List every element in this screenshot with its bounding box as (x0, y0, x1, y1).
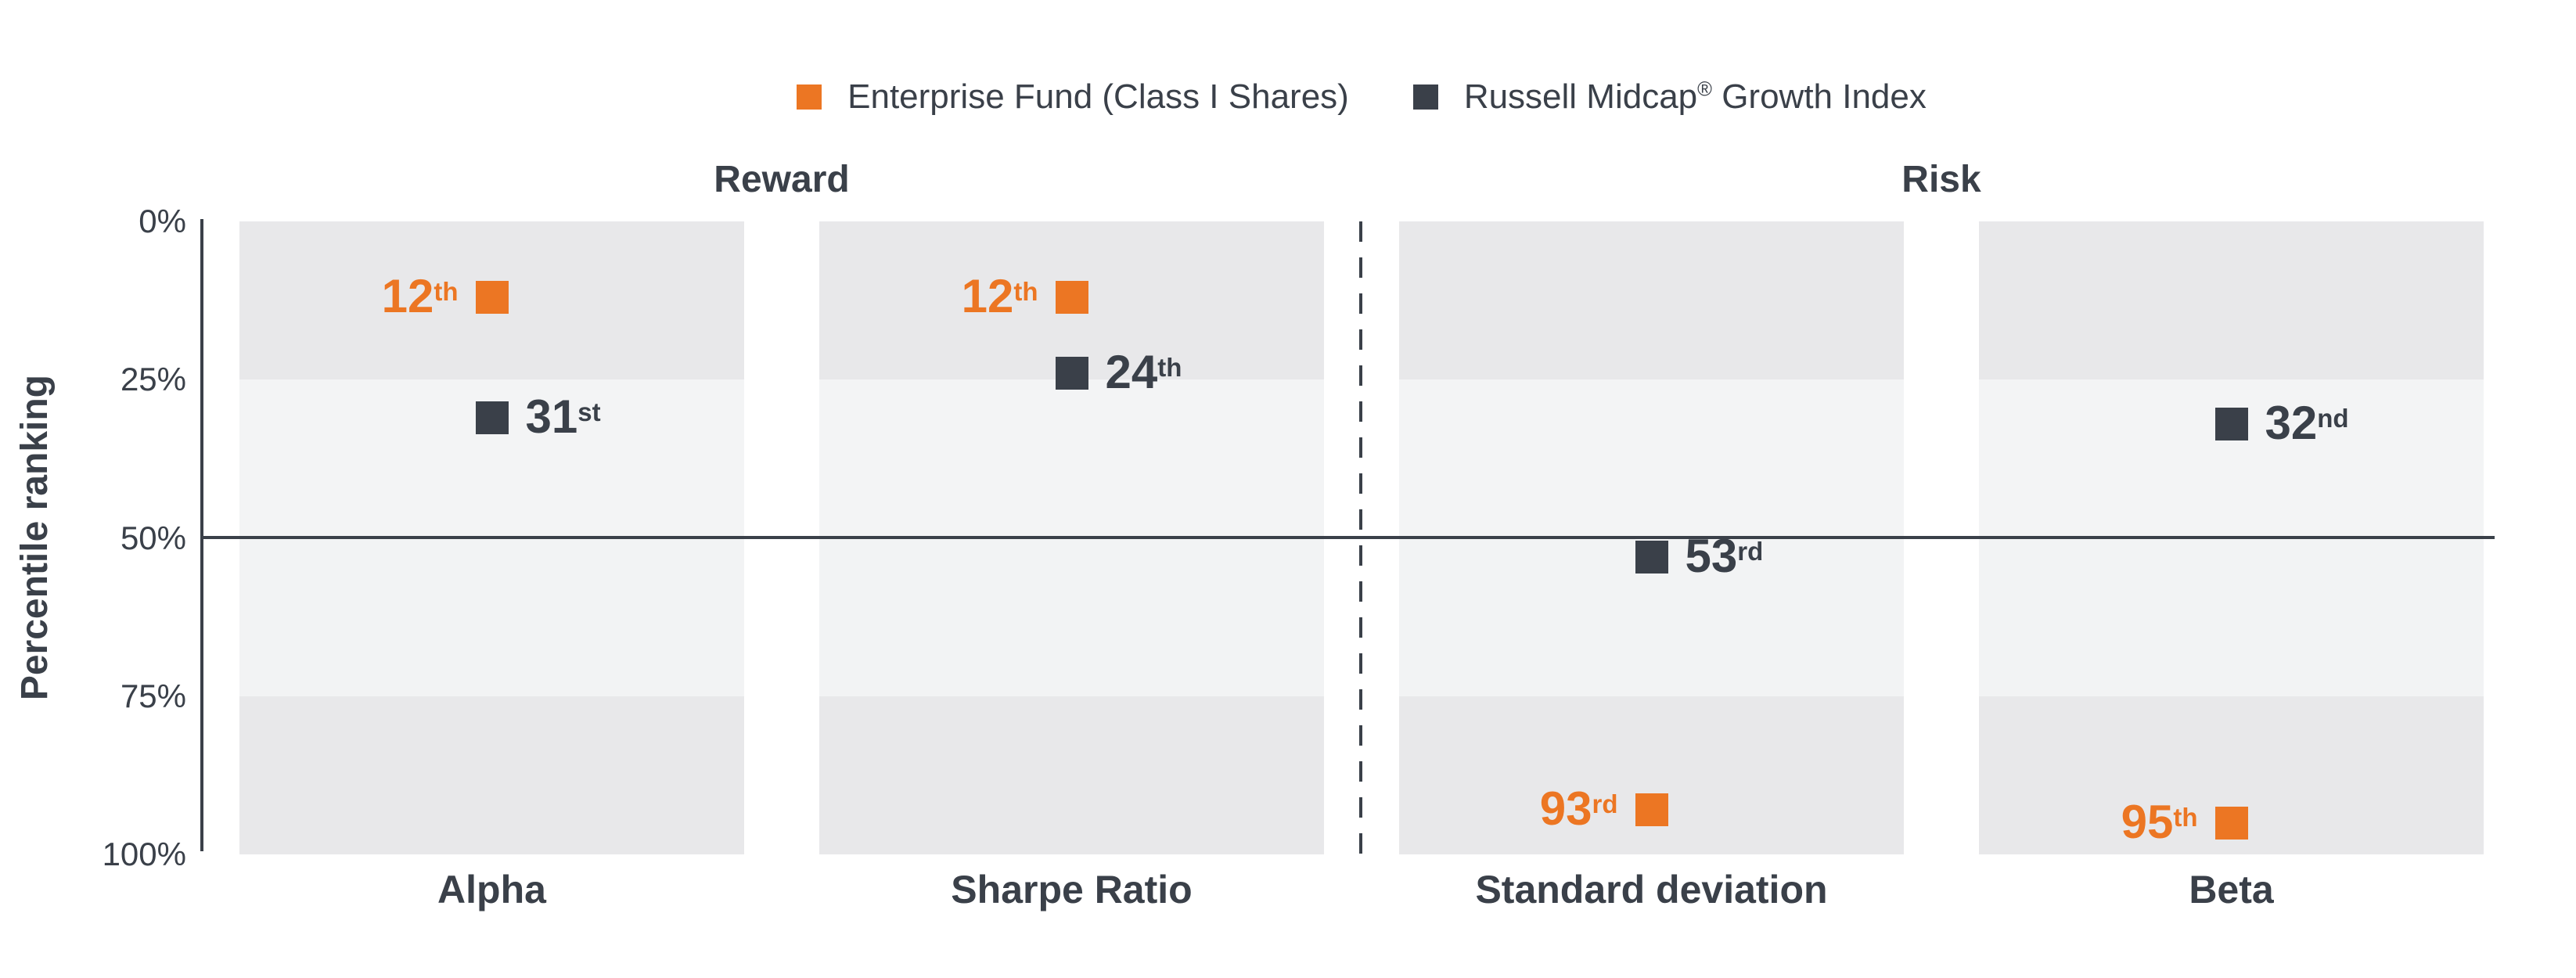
y-tick-25: 25% (120, 361, 186, 398)
percentile-number: 93 (1539, 782, 1592, 836)
enterprise-fund-marker-alpha (475, 281, 509, 315)
enterprise-fund-swatch-icon (797, 84, 822, 110)
band-75-100 (1399, 696, 1904, 854)
enterprise-fund-value-label-sharpe-ratio: 12th (239, 269, 1038, 322)
russell-index-marker-standard-deviation (1635, 540, 1668, 573)
band-50-75 (819, 538, 1324, 696)
ordinal-suffix: rd (1592, 789, 1618, 819)
russell-index-marker-beta (2214, 407, 2248, 440)
russell-index-marker-sharpe-ratio (1055, 357, 1088, 390)
band-0-25 (1979, 221, 2484, 380)
category-label-beta: Beta (2189, 868, 2274, 911)
panel-sharpe-ratio (819, 221, 1324, 854)
band-25-50 (1399, 379, 1904, 538)
percentile-number: 32 (2265, 396, 2318, 449)
enterprise-fund-value-label-alpha: 12th (239, 269, 459, 322)
ordinal-suffix: th (1013, 276, 1038, 306)
percentile-number: 53 (1685, 529, 1738, 582)
band-50-75 (239, 538, 744, 696)
russell-index-value-label-sharpe-ratio: 24th (1105, 345, 1182, 398)
section-header-reward: Reward (714, 159, 850, 200)
registered-trademark-symbol: ® (1697, 78, 1712, 101)
russell-index-value-label-beta: 32nd (2265, 396, 2349, 449)
ordinal-suffix: rd (1737, 536, 1764, 566)
section-header-risk: Risk (1901, 159, 1981, 200)
ordinal-suffix: th (434, 276, 459, 306)
category-label-standard-deviation: Standard deviation (1475, 868, 1828, 911)
band-25-50 (819, 379, 1324, 538)
enterprise-fund-marker-sharpe-ratio (1055, 281, 1088, 315)
ordinal-suffix: th (1157, 352, 1182, 382)
band-75-100 (239, 696, 744, 854)
russell-index-marker-alpha (475, 401, 509, 434)
enterprise-fund-marker-standard-deviation (1635, 793, 1668, 827)
russell-index-value-label-standard-deviation: 53rd (1685, 529, 1764, 582)
percentile-number: 24 (1105, 345, 1158, 398)
enterprise-fund-value-label-beta: 95th (239, 798, 2198, 845)
y-tick-75: 75% (120, 677, 186, 714)
percentile-number: 12 (961, 269, 1014, 322)
y-axis-line (200, 219, 203, 851)
legend-item-enterprise-fund: Enterprise Fund (Class I Shares) (797, 78, 1349, 116)
reward-risk-divider (1359, 221, 1362, 854)
legend-item-russell-index: Russell Midcap® Growth Index (1412, 78, 1927, 116)
ordinal-suffix: th (2173, 802, 2198, 832)
legend-label-text: Growth Index (1711, 77, 1927, 116)
percentile-number: 31 (525, 390, 578, 443)
legend: Enterprise Fund (Class I Shares) Russell… (239, 78, 2484, 116)
panel-standard-deviation (1399, 221, 1904, 854)
category-label-alpha: Alpha (437, 868, 546, 911)
y-tick-0: 0% (139, 203, 186, 239)
percentile-number: 95 (2121, 795, 2174, 848)
legend-label-russell-index: Russell Midcap® Growth Index (1464, 78, 1927, 116)
legend-label-text: Russell Midcap (1463, 77, 1698, 116)
y-tick-100: 100% (102, 836, 186, 872)
percentile-number: 12 (381, 269, 434, 322)
ordinal-suffix: st (577, 397, 601, 426)
category-label-sharpe-ratio: Sharpe Ratio (951, 868, 1193, 911)
russell-index-swatch-icon (1412, 84, 1438, 110)
band-50-75 (1979, 538, 2484, 696)
enterprise-fund-value-label-standard-deviation: 93rd (239, 786, 1618, 832)
ordinal-suffix: nd (2317, 403, 2349, 433)
y-tick-50: 50% (120, 519, 186, 556)
legend-label-enterprise-fund: Enterprise Fund (Class I Shares) (847, 77, 1349, 116)
plot-area: 12th 31st 12th 24th 93rd 53rd 95th 32nd (239, 221, 2484, 854)
band-25-50 (1979, 379, 2484, 538)
fifty-percent-line (200, 536, 2495, 539)
band-0-25 (1399, 221, 1904, 380)
russell-index-value-label-alpha: 31st (526, 393, 601, 440)
band-75-100 (819, 696, 1324, 854)
enterprise-fund-marker-beta (2214, 806, 2248, 840)
